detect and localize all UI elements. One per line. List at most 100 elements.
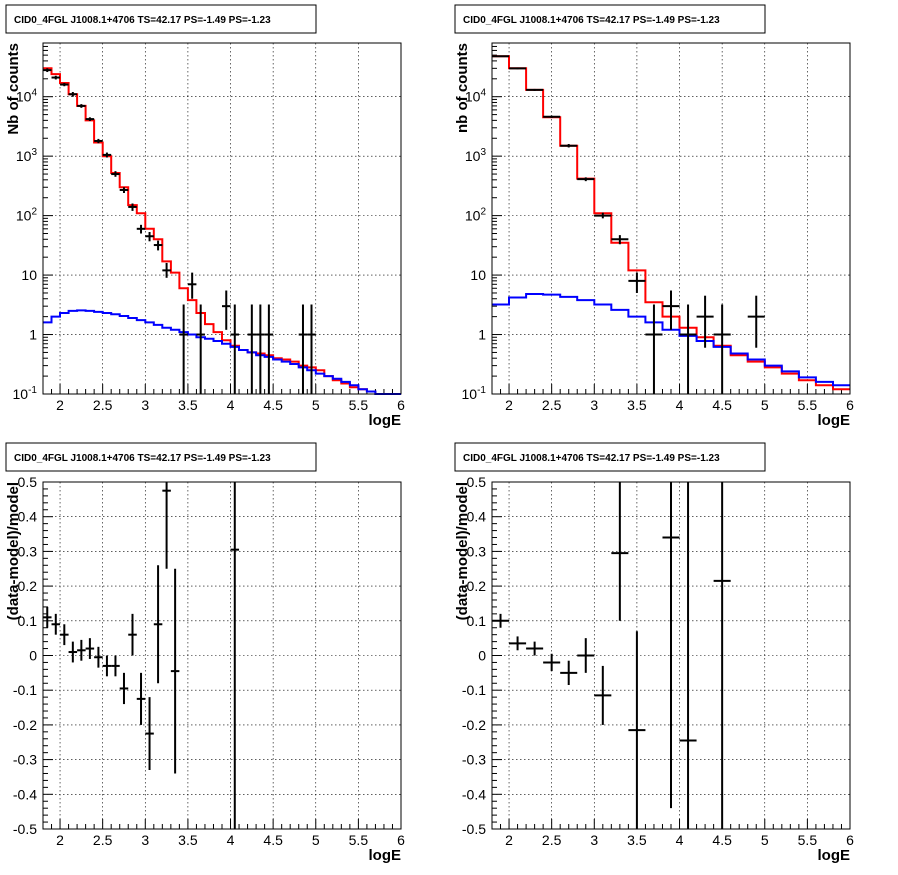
data-point: [526, 641, 544, 656]
data-point: [747, 295, 765, 348]
data-point: [230, 482, 240, 829]
data-point: [153, 565, 163, 684]
x-tick-label: 4.5: [712, 832, 732, 848]
data-point: [594, 212, 612, 219]
data-point: [264, 304, 274, 394]
data-point: [679, 304, 697, 394]
y-tick-label: 0: [478, 648, 486, 664]
y-axis-label: (data-model)/model: [454, 482, 471, 620]
data-point: [611, 235, 629, 245]
x-tick-label: 4: [676, 832, 684, 848]
data-point: [560, 660, 578, 685]
data-point: [85, 117, 95, 122]
data-point: [628, 631, 646, 829]
x-tick-label: 4.5: [263, 832, 283, 848]
data-point: [111, 655, 120, 677]
data-point: [543, 115, 561, 118]
data-point: [560, 144, 578, 148]
chart-title: CID0_4FGL J1008.1+4706 TS=42.17 PS=-1.49…: [463, 453, 720, 464]
x-tick-label: 3.5: [178, 832, 198, 848]
y-tick-label: 0.5: [18, 474, 38, 490]
y-tick-label: 0.2: [18, 578, 38, 594]
x-tick-label: 6: [846, 832, 854, 848]
axis-ticks: [491, 42, 851, 395]
data-point: [662, 482, 680, 809]
x-tick-label: 5: [312, 397, 320, 413]
data-point: [679, 482, 697, 829]
data-point: [153, 240, 163, 251]
histogram-series-1: [43, 67, 401, 395]
y-tick-label: -0.5: [462, 821, 486, 837]
axis-ticks: [42, 42, 402, 395]
y-tick-label: 0.5: [467, 474, 487, 490]
x-tick-label: 6: [397, 397, 405, 413]
data-point: [136, 672, 146, 725]
data-point: [128, 203, 137, 211]
data-point: [136, 224, 146, 234]
y-tick-label: 10: [470, 267, 486, 283]
data-point: [94, 646, 103, 668]
data-point: [162, 482, 171, 569]
data-point: [256, 304, 265, 394]
data-point: [102, 655, 112, 677]
chart-title: CID0_4FGL J1008.1+4706 TS=42.17 PS=-1.49…: [463, 15, 720, 26]
plot-frame: [42, 42, 402, 395]
data-point: [51, 613, 61, 635]
y-tick-label: 104: [16, 88, 38, 105]
data-point: [492, 613, 510, 628]
data-point: [43, 606, 52, 628]
x-tick-label: 2: [505, 832, 513, 848]
data-point: [577, 638, 595, 673]
y-tick-label: 10-1: [462, 385, 487, 402]
y-tick-label: 103: [16, 147, 38, 164]
y-tick-label: -0.2: [13, 717, 37, 733]
y-axis-label: (data-model)/model: [5, 482, 22, 620]
data-point: [307, 304, 316, 394]
data-points: [492, 482, 731, 829]
data-point: [43, 68, 52, 73]
data-point: [577, 177, 595, 182]
x-tick-label: 5: [761, 832, 769, 848]
x-tick-label: 2.5: [542, 832, 562, 848]
y-tick-label: 102: [465, 207, 487, 224]
data-points: [492, 55, 765, 394]
data-point: [179, 304, 188, 394]
y-tick-label: 10-1: [13, 385, 38, 402]
x-tick-label: 4.5: [263, 397, 283, 413]
y-tick-label: 1: [478, 327, 486, 343]
x-tick-label: 4: [227, 397, 235, 413]
data-point: [145, 232, 154, 242]
data-point: [119, 187, 129, 194]
y-tick-label: 0.3: [18, 543, 38, 559]
data-point: [594, 665, 612, 725]
plot-frame: [491, 481, 851, 830]
data-point: [170, 568, 180, 774]
x-tick-label: 5.5: [798, 397, 818, 413]
x-tick-label: 3: [590, 397, 598, 413]
y-tick-label: -0.4: [13, 786, 37, 802]
data-point: [526, 88, 544, 91]
data-point: [162, 262, 171, 278]
chart-title-box: [454, 442, 766, 472]
data-point: [713, 482, 731, 829]
y-tick-label: -0.1: [462, 682, 486, 698]
data-point: [611, 482, 629, 621]
data-point: [119, 672, 129, 705]
y-tick-label: -0.1: [13, 682, 37, 698]
x-tick-label: 5: [761, 397, 769, 413]
y-tick-label: -0.5: [13, 821, 37, 837]
data-point: [230, 304, 240, 394]
data-point: [187, 272, 197, 299]
data-points: [43, 68, 316, 394]
x-tick-label: 4: [227, 832, 235, 848]
histogram-series-2: [43, 309, 401, 395]
plot-frame: [491, 42, 851, 395]
x-tick-label: 6: [846, 397, 854, 413]
data-point: [94, 138, 103, 144]
chart-panel-1: CID0_4FGL J1008.1+4706 TS=42.17 PS=-1.49…: [5, 4, 405, 429]
x-tick-label: 2.5: [93, 832, 113, 848]
data-point: [222, 290, 231, 330]
data-point: [85, 638, 95, 659]
x-tick-label: 5.5: [349, 397, 369, 413]
